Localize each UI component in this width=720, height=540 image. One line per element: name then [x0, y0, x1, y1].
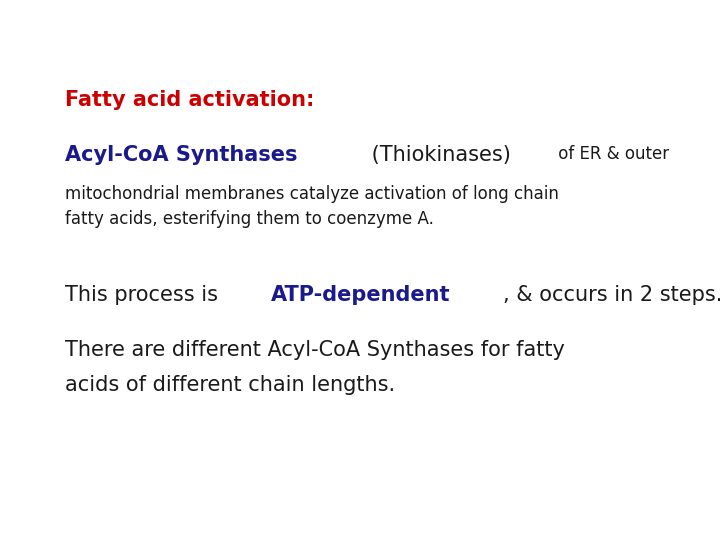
- Text: of ER & outer: of ER & outer: [553, 145, 670, 163]
- Text: Fatty acid activation:: Fatty acid activation:: [65, 90, 315, 110]
- Text: ATP-dependent: ATP-dependent: [271, 285, 451, 305]
- Text: (Thiokinases): (Thiokinases): [365, 145, 511, 165]
- Text: , & occurs in 2 steps.: , & occurs in 2 steps.: [503, 285, 720, 305]
- Text: fatty acids, esterifying them to coenzyme A.: fatty acids, esterifying them to coenzym…: [65, 210, 434, 228]
- Text: Acyl-CoA Synthases: Acyl-CoA Synthases: [65, 145, 297, 165]
- Text: There are different Acyl-CoA Synthases for fatty: There are different Acyl-CoA Synthases f…: [65, 340, 565, 360]
- Text: This process is: This process is: [65, 285, 225, 305]
- Text: mitochondrial membranes catalyze activation of long chain: mitochondrial membranes catalyze activat…: [65, 185, 559, 203]
- Text: acids of different chain lengths.: acids of different chain lengths.: [65, 375, 395, 395]
